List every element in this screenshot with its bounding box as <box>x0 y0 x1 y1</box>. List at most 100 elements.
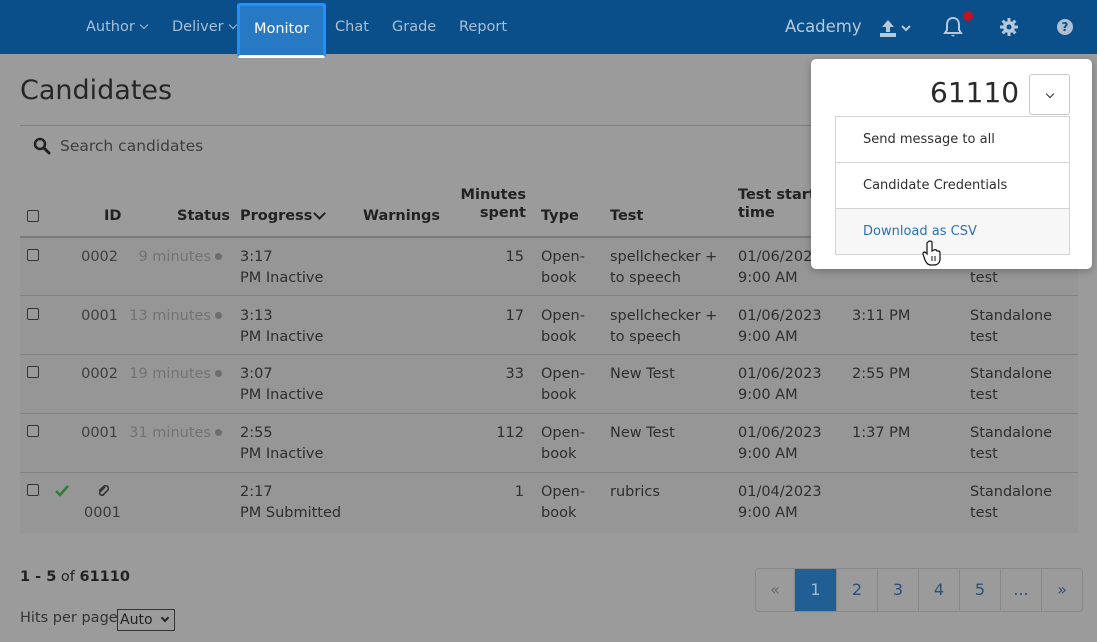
candidate-id: 0001 <box>81 425 118 441</box>
nav-author-label: Author <box>86 19 135 35</box>
test-kind: Standalone <box>970 484 1053 500</box>
column-header-warnings[interactable]: Warnings <box>363 208 441 224</box>
test-name[interactable]: New Test <box>610 366 675 382</box>
minutes-spent: 112 <box>496 425 524 441</box>
actions-menu: Send message to all Candidate Credential… <box>835 116 1070 255</box>
bell-icon[interactable] <box>943 16 963 38</box>
table-header-divider <box>20 236 1078 238</box>
menu-send-message-to-all[interactable]: Send message to all <box>863 132 995 147</box>
pagination-page-5[interactable]: 5 <box>959 569 1000 611</box>
menu-download-csv[interactable]: Download as CSV <box>836 208 1069 254</box>
row-checkbox[interactable] <box>27 366 39 378</box>
column-header-minutes-spent[interactable]: Minutes spent <box>440 187 526 221</box>
test-type: Open- <box>541 425 585 441</box>
test-kind: Standalone <box>970 425 1053 441</box>
minutes-spent: 1 <box>514 484 524 500</box>
test-type: Open- <box>541 484 585 500</box>
progress-state: PM Inactive <box>240 446 324 462</box>
test-kind: Standalone <box>970 366 1053 382</box>
table-body <box>20 238 1078 533</box>
hits-per-page-value: Auto <box>120 612 153 628</box>
end-time: 1:37 PM <box>852 425 911 441</box>
row-checkbox[interactable] <box>27 425 39 437</box>
chevron-down-icon <box>228 20 237 30</box>
candidate-status: 19 minutes <box>120 364 222 385</box>
search-input[interactable] <box>60 133 660 159</box>
test-start-time: 9:00 AM <box>738 270 798 286</box>
test-name-cont: to speech <box>610 329 681 345</box>
column-header-test-start-time[interactable]: Test start time <box>738 187 816 221</box>
upload-icon[interactable] <box>879 18 913 38</box>
test-name[interactable]: rubrics <box>610 484 660 500</box>
progress-state: PM Submitted <box>240 505 342 521</box>
chevron-down-icon <box>139 20 149 30</box>
nav-author[interactable]: Author <box>86 0 149 54</box>
minutes-spent: 33 <box>505 366 524 382</box>
test-start-date: 01/06/2023 <box>738 308 822 324</box>
candidate-status: 13 minutes <box>120 306 222 327</box>
popover-candidate-count: 61110 <box>930 76 1020 109</box>
minutes-spent: 15 <box>505 249 524 265</box>
pagination-ellipsis[interactable]: ... <box>1000 569 1041 611</box>
column-header-test[interactable]: Test <box>610 208 644 224</box>
top-navigation-bar <box>0 0 1097 54</box>
status-dot <box>215 253 222 260</box>
test-kind-cont: test <box>970 505 998 521</box>
candidate-id: 0001 <box>81 308 118 324</box>
test-name[interactable]: spellchecker + <box>610 308 718 324</box>
nav-monitor-label: Monitor <box>253 21 310 37</box>
nav-report[interactable]: Report <box>459 0 507 54</box>
sort-chevron-icon[interactable] <box>313 207 326 220</box>
nav-deliver-label: Deliver <box>172 19 224 35</box>
pagination-prev[interactable]: « <box>770 580 780 599</box>
test-name[interactable]: New Test <box>610 425 675 441</box>
popover-toggle-button[interactable] <box>1029 74 1070 115</box>
result-total: 61110 <box>79 569 130 585</box>
select-all-checkbox[interactable] <box>27 210 39 222</box>
test-name[interactable]: spellchecker + <box>610 249 718 265</box>
pagination-next[interactable]: » <box>1041 569 1082 611</box>
test-start-time: 9:00 AM <box>738 505 798 521</box>
nav-monitor[interactable]: Monitor <box>237 3 326 58</box>
nav-grade[interactable]: Grade <box>392 0 436 54</box>
test-start-header-line1: Test start <box>738 187 816 203</box>
status-dot <box>215 312 222 319</box>
nav-report-label: Report <box>459 19 508 35</box>
column-header-id[interactable]: ID <box>104 208 122 224</box>
menu-candidate-credentials[interactable]: Candidate Credentials <box>836 162 1069 208</box>
progress-time: 3:13 <box>240 308 273 324</box>
test-kind-cont: test <box>970 387 998 403</box>
search-icon <box>33 137 51 155</box>
pagination-page-2[interactable]: 2 <box>836 569 877 611</box>
pagination-page-3[interactable]: 3 <box>877 569 918 611</box>
row-checkbox[interactable] <box>27 249 39 261</box>
test-start-date: 01/06/2023 <box>738 425 822 441</box>
column-header-status[interactable]: Status <box>177 208 231 224</box>
nav-grade-label: Grade <box>392 19 437 35</box>
column-header-progress[interactable]: Progress <box>240 208 313 224</box>
status-dot <box>215 429 222 436</box>
end-time: 2:55 PM <box>852 366 911 382</box>
pagination-page-4[interactable]: 4 <box>918 569 959 611</box>
candidate-status: 9 minutes <box>120 247 222 268</box>
minutes-header-line1: Minutes <box>460 187 526 203</box>
help-icon[interactable]: ? <box>1057 19 1073 35</box>
title-divider <box>20 125 1078 126</box>
progress-time: 2:55 <box>240 425 273 441</box>
column-header-type[interactable]: Type <box>541 208 579 224</box>
chevron-down-icon <box>160 613 170 623</box>
paperclip-icon[interactable] <box>96 484 110 498</box>
test-start-date: 01/04/2023 <box>738 484 822 500</box>
nav-deliver[interactable]: Deliver <box>172 0 237 54</box>
test-start-time: 9:00 AM <box>738 446 798 462</box>
row-checkbox[interactable] <box>27 484 39 496</box>
test-kind: Standalone <box>970 308 1053 324</box>
progress-time: 2:17 <box>240 484 273 500</box>
nav-chat[interactable]: Chat <box>335 0 369 54</box>
progress-time: 3:07 <box>240 366 273 382</box>
gear-icon[interactable] <box>1000 18 1018 36</box>
row-checkbox[interactable] <box>27 308 39 320</box>
brand-academy[interactable]: Academy <box>785 17 862 36</box>
pagination-page-1[interactable]: 1 <box>794 569 836 611</box>
hits-per-page-select[interactable]: Auto <box>117 609 175 631</box>
